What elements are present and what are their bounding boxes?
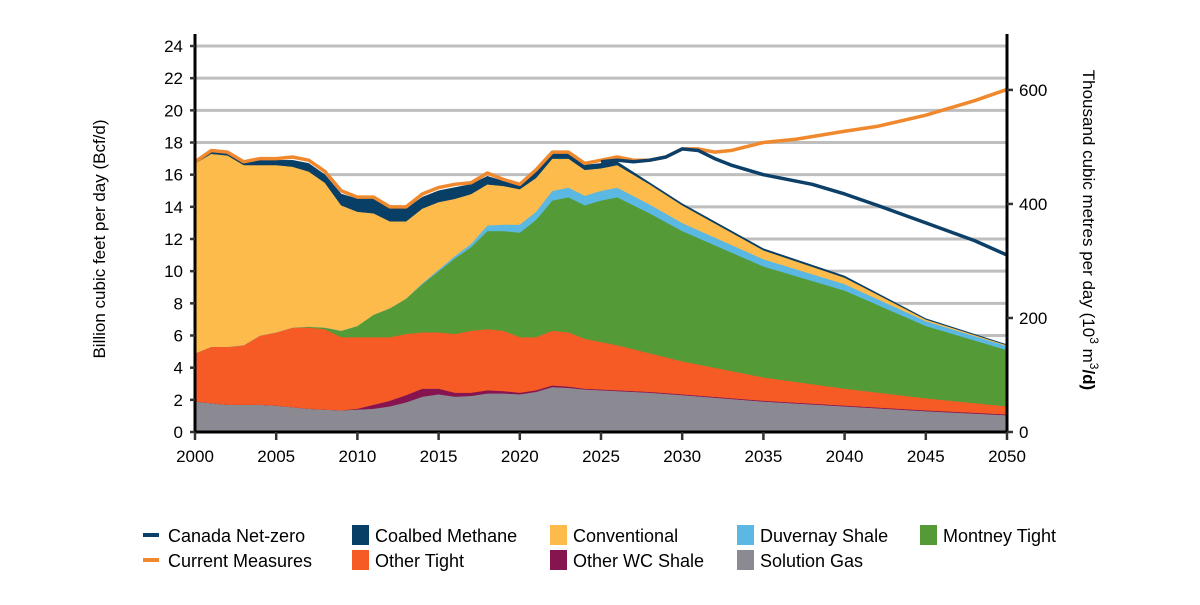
y-tick-label: 20: [164, 101, 183, 120]
x-tick-label: 2035: [744, 447, 782, 466]
x-tick-label: 2040: [826, 447, 864, 466]
legend-line-swatch: [143, 558, 159, 562]
legend-item: Canada Net-zero: [143, 526, 305, 546]
y-tick-label: 4: [174, 359, 183, 378]
y-tick-label: 8: [174, 294, 183, 313]
areas: [194, 151, 1008, 433]
y-tick-label: 2: [174, 391, 183, 410]
legend-box-swatch: [352, 525, 369, 545]
legend-label: Other Tight: [375, 551, 464, 571]
y2-axis-label: Thousand cubic metres per day (103 m3/d): [1079, 70, 1101, 390]
legend-label: Solution Gas: [760, 551, 863, 571]
x-tick-label: 2020: [501, 447, 539, 466]
y-tick-label: 18: [164, 134, 183, 153]
y2-tick-label: 400: [1019, 195, 1047, 214]
x-tick-label: 2030: [663, 447, 701, 466]
legend-item: Other Tight: [352, 550, 464, 571]
legend-item: Coalbed Methane: [352, 525, 517, 546]
y-tick-label: 0: [174, 423, 183, 442]
legend-label: Other WC Shale: [573, 551, 704, 571]
y2-tick-label: 600: [1019, 81, 1047, 100]
y-tick-label: 10: [164, 262, 183, 281]
x-tick-label: 2025: [582, 447, 620, 466]
x-tick-label: 2045: [907, 447, 945, 466]
legend-line-swatch: [143, 533, 159, 537]
x-tick-label: 2015: [420, 447, 458, 466]
y2-tick-label: 200: [1019, 309, 1047, 328]
legend-box-swatch: [352, 550, 369, 570]
legend-label: Current Measures: [168, 551, 312, 571]
x-tick-label: 2050: [988, 447, 1026, 466]
y-tick-label: 6: [174, 327, 183, 346]
y-tick-label: 22: [164, 69, 183, 88]
y-axis-label: Billion cubic feet per day (Bcf/d): [90, 119, 109, 358]
y-tick-label: 12: [164, 230, 183, 249]
legend-box-swatch: [920, 525, 937, 545]
y-tick-label: 14: [164, 198, 183, 217]
legend-item: Duvernay Shale: [737, 525, 888, 546]
x-tick-label: 2000: [176, 447, 214, 466]
legend-box-swatch: [737, 525, 754, 545]
x-tick-label: 2005: [257, 447, 295, 466]
legend-box-swatch: [550, 525, 567, 545]
legend-label: Conventional: [573, 526, 678, 546]
legend-box-swatch: [550, 550, 567, 570]
y-tick-label: 16: [164, 166, 183, 185]
y-tick-label: 24: [164, 37, 183, 56]
legend-item: Current Measures: [143, 551, 312, 571]
legend-item: Conventional: [550, 525, 678, 546]
line-canada-net-zero: [600, 147, 1008, 257]
y2-tick-label: 0: [1019, 423, 1028, 442]
legend-label: Montney Tight: [943, 526, 1056, 546]
x-tick-label: 2010: [338, 447, 376, 466]
legend-label: Canada Net-zero: [168, 526, 305, 546]
legend-label: Duvernay Shale: [760, 526, 888, 546]
line-current-measures: [194, 87, 1008, 209]
legend-item: Other WC Shale: [550, 550, 704, 571]
legend: Canada Net-zero Coalbed Methane Convention…: [143, 525, 1056, 571]
legend-item: Solution Gas: [737, 550, 863, 571]
legend-box-swatch: [737, 550, 754, 570]
legend-item: Montney Tight: [920, 525, 1056, 546]
legend-label: Coalbed Methane: [375, 526, 517, 546]
projection-lines: [194, 87, 1008, 257]
